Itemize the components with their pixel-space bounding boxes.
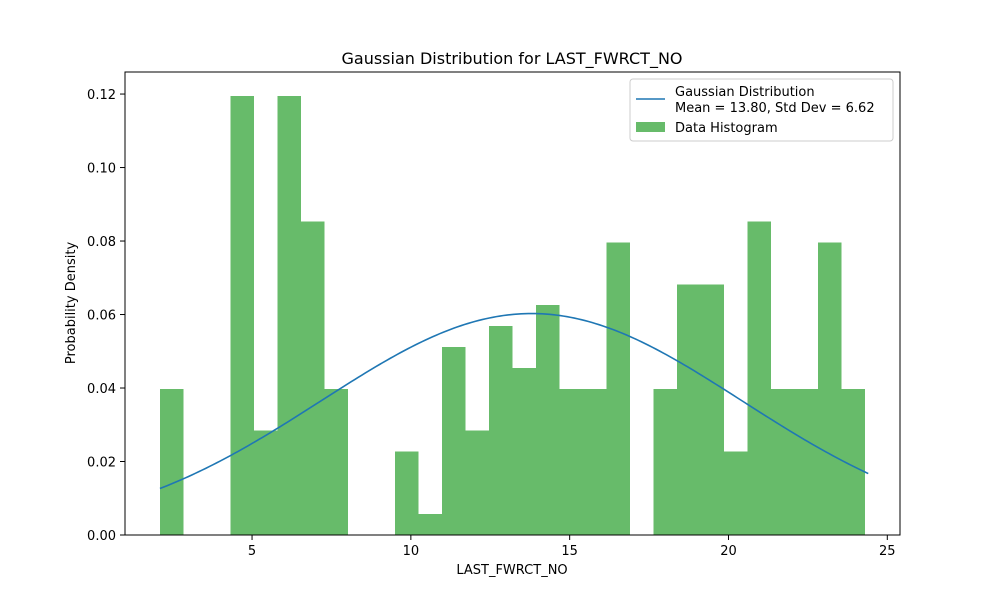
legend-gaussian-label-line1: Gaussian Distribution <box>675 85 815 100</box>
histogram-bar <box>559 388 584 535</box>
histogram-bar <box>324 388 348 535</box>
x-tick-label: 25 <box>879 544 896 559</box>
y-tick-label: 0.08 <box>87 235 116 250</box>
histogram-bar <box>677 284 701 535</box>
histogram-bar <box>818 242 842 535</box>
histogram-bar <box>441 346 466 535</box>
y-tick-label: 0.06 <box>87 309 116 324</box>
plot-area-frame <box>124 71 901 536</box>
x-axis-label: LAST_FWRCT_NO <box>456 563 567 578</box>
histogram-bar <box>159 388 184 535</box>
y-tick-label: 0.04 <box>87 382 116 397</box>
histogram-bar <box>230 95 254 535</box>
y-axis-ticks: 0.00 0.02 0.04 0.06 0.08 0.10 0.12 <box>87 88 125 544</box>
histogram-bar <box>771 388 795 535</box>
y-tick-label: 0.02 <box>87 456 116 471</box>
histogram-bar <box>747 221 772 536</box>
legend-histogram-swatch <box>636 122 665 132</box>
histogram-bar <box>253 430 278 535</box>
legend: Gaussian Distribution Mean = 13.80, Std … <box>629 78 894 142</box>
histogram-bar <box>724 451 748 535</box>
x-tick-label: 10 <box>403 544 420 559</box>
histogram-bar <box>300 221 325 536</box>
y-tick-label: 0.00 <box>87 529 116 544</box>
histogram-bars <box>159 95 866 536</box>
histogram-bar <box>394 451 419 535</box>
histogram-bar <box>277 95 301 535</box>
histogram-bar <box>653 388 678 535</box>
histogram-bar <box>606 242 631 535</box>
x-tick-label: 5 <box>248 544 256 559</box>
histogram-bar <box>536 304 560 535</box>
y-tick-label: 0.12 <box>87 88 116 103</box>
histogram-bar <box>512 367 537 535</box>
histogram-bar <box>418 514 442 535</box>
legend-frame <box>629 78 894 142</box>
x-tick-label: 15 <box>561 544 578 559</box>
histogram-bar <box>583 388 607 535</box>
histogram-bar <box>465 430 489 535</box>
histogram-bar <box>488 325 513 535</box>
histogram-bar <box>794 388 819 535</box>
legend-gaussian-label-line2: Mean = 13.80, Std Dev = 6.62 <box>675 101 875 116</box>
histogram-bar <box>841 388 866 535</box>
gaussian-curve <box>159 312 869 490</box>
y-tick-label: 0.10 <box>87 162 116 177</box>
x-axis-ticks: 5 10 15 20 25 <box>248 535 896 559</box>
chart-title: Gaussian Distribution for LAST_FWRCT_NO <box>341 49 682 69</box>
legend-histogram-label: Data Histogram <box>675 121 778 136</box>
histogram-bar <box>700 284 725 535</box>
x-tick-label: 20 <box>720 544 737 559</box>
gaussian-curve-group <box>159 312 869 490</box>
y-axis-label: Probability Density <box>64 242 79 365</box>
